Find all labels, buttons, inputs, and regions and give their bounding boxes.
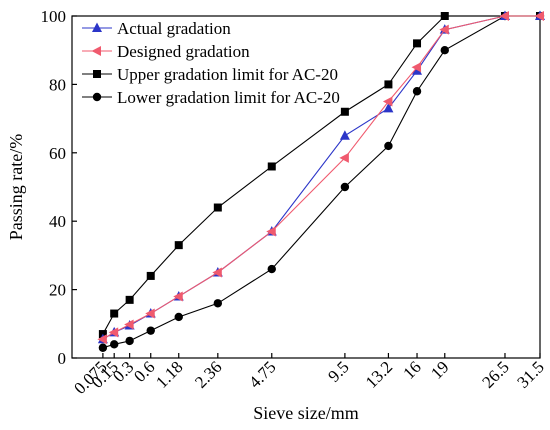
data-point <box>108 327 119 338</box>
data-point <box>98 343 108 352</box>
data-point <box>125 295 134 304</box>
series-line <box>102 15 540 335</box>
data-point <box>146 271 155 280</box>
x-tick-label: 9.5 <box>324 357 352 385</box>
y-tick-label: 60 <box>49 144 66 163</box>
y-tick-label: 40 <box>49 212 66 231</box>
data-point <box>440 46 449 55</box>
data-point <box>92 92 102 102</box>
legend-label: Lower gradation limit for AC-20 <box>117 88 340 107</box>
series-1 <box>97 11 544 345</box>
data-point <box>145 308 155 319</box>
data-point <box>213 203 222 212</box>
x-axis-title: Sieve size/mm <box>253 403 358 423</box>
data-point <box>383 102 394 113</box>
data-point <box>174 312 183 322</box>
data-point <box>266 226 276 237</box>
legend-label: Actual gradation <box>117 19 231 38</box>
x-tick-label: 4.75 <box>245 357 279 391</box>
y-axis: 0 20 40 60 80 100 <box>41 7 77 368</box>
x-tick-label: 2.36 <box>191 357 225 391</box>
data-point <box>412 87 422 96</box>
data-point <box>339 130 350 140</box>
data-point <box>340 182 350 192</box>
data-point <box>213 299 223 308</box>
data-point <box>146 326 155 335</box>
data-point <box>109 340 119 349</box>
data-point <box>439 24 449 35</box>
data-point <box>267 162 276 171</box>
legend-entry: Designed gradation <box>82 42 250 61</box>
data-point <box>124 319 134 330</box>
data-point <box>110 309 119 318</box>
data-point <box>411 62 422 73</box>
series-layer <box>97 10 545 352</box>
data-point <box>91 46 101 56</box>
data-point <box>534 11 544 21</box>
legend: Actual gradation Designed gradation Upper … <box>82 19 340 107</box>
y-tick-label: 80 <box>49 75 66 94</box>
legend-label: Designed gradation <box>117 42 250 61</box>
plot-frame <box>71 15 541 359</box>
y-axis-title: Passing rate/% <box>6 134 26 240</box>
x-tick-label: 26.5 <box>478 357 512 391</box>
legend-entry: Actual gradation <box>82 19 231 38</box>
y-tick-label: 100 <box>41 7 67 26</box>
data-point <box>382 96 393 107</box>
data-point <box>384 141 393 151</box>
data-point <box>340 107 349 116</box>
data-point <box>173 291 183 302</box>
data-point <box>125 336 134 346</box>
legend-entry: Upper gradation limit for AC-20 <box>82 65 338 84</box>
legend-entry: Lower gradation limit for AC-20 <box>82 88 340 107</box>
data-point <box>212 267 222 278</box>
data-point <box>413 39 422 48</box>
x-tick-label: 16 <box>399 357 424 382</box>
data-point <box>499 11 509 21</box>
x-tick-label: 13.2 <box>362 357 396 391</box>
legend-label: Upper gradation limit for AC-20 <box>117 65 338 84</box>
data-point <box>93 70 101 78</box>
data-point <box>97 334 107 345</box>
data-point <box>339 152 349 163</box>
y-tick-label: 20 <box>49 281 66 300</box>
data-point <box>174 241 183 250</box>
x-tick-label: 19 <box>427 357 452 382</box>
data-point <box>267 264 276 274</box>
data-point <box>92 22 102 32</box>
x-tick-label: 31.5 <box>513 357 547 391</box>
data-point <box>440 12 449 20</box>
y-tick-label: 0 <box>58 349 67 368</box>
data-point <box>384 80 393 89</box>
x-tick-label: 1.18 <box>152 357 186 391</box>
